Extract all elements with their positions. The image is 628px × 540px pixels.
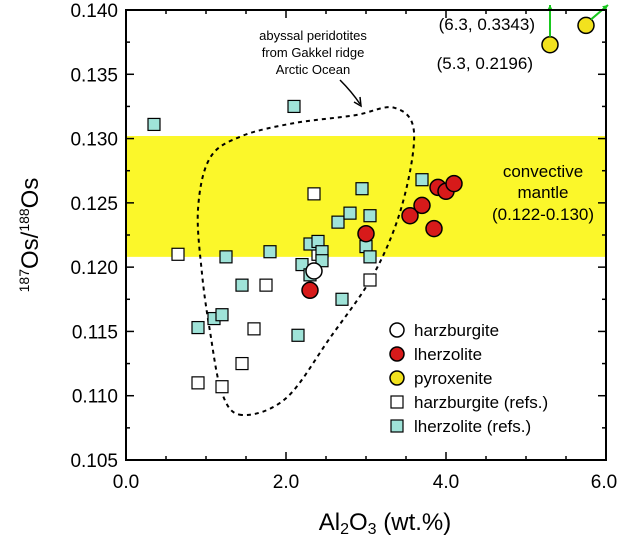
point-lherzolite-refs	[315, 254, 329, 268]
annotation-label: (5.3, 0.2196)	[437, 54, 533, 73]
legend-label: harzburgite (refs.)	[414, 393, 548, 412]
point-lherzolite-refs	[331, 215, 345, 229]
x-tick-label: 0.0	[113, 472, 139, 493]
point-pyroxenite	[577, 16, 595, 35]
x-tick-label: 4.0	[433, 472, 459, 493]
point-lherzolite	[401, 206, 419, 225]
field-label: abyssal peridotites from Gakkel ridge Ar…	[259, 28, 367, 77]
y-tick-label: 0.110	[72, 387, 118, 408]
point-lherzolite-refs	[191, 320, 205, 335]
annotation-label: (6.3, 0.3343)	[439, 15, 535, 34]
point-harzburgite-refs	[171, 247, 185, 261]
legend-marker-lherzolite	[389, 346, 405, 362]
legend: harzburgite lherzolite pyroxenite harzbu…	[389, 321, 548, 436]
x-axis-title: Al2O3 (wt.%)	[319, 509, 452, 538]
legend-marker-harzburgite	[389, 322, 405, 338]
legend-marker-lherzolite-refs	[390, 419, 404, 433]
point-harzburgite-refs	[259, 278, 273, 292]
point-harzburgite-refs	[247, 322, 261, 336]
point-harzburgite	[305, 262, 323, 280]
point-lherzolite-refs	[291, 328, 305, 342]
point-lherzolite-refs	[219, 250, 233, 264]
x-tick-labels: 0.0 2.0 4.0 6.0	[113, 472, 617, 493]
offscale-arrow-head	[602, 5, 608, 11]
point-lherzolite	[445, 174, 463, 193]
point-harzburgite-refs	[191, 376, 205, 390]
y-axis-title: 187Os/188Os	[16, 178, 44, 293]
y-tick-labels: 0.105 0.110 0.115 0.120 0.125 0.130 0.13…	[70, 1, 118, 472]
point-harzburgite-refs	[363, 273, 377, 287]
point-harzburgite-refs	[215, 380, 229, 394]
y-tick-label: 0.125	[70, 194, 118, 215]
gakkel-ridge-field-outline	[196, 106, 416, 417]
legend-label: lherzolite	[414, 345, 482, 364]
point-harzburgite-refs	[235, 356, 249, 371]
band-label-line: convective	[503, 162, 583, 181]
point-lherzolite-refs	[215, 308, 229, 322]
legend-label: pyroxenite	[414, 369, 492, 388]
point-lherzolite-refs	[363, 209, 377, 223]
legend-label: harzburgite	[414, 321, 499, 340]
point-pyroxenite	[541, 35, 559, 54]
point-lherzolite-refs	[263, 245, 277, 259]
point-lherzolite-refs	[343, 206, 357, 220]
y-tick-label: 0.140	[70, 1, 118, 22]
field-label-line: abyssal peridotites	[259, 28, 367, 43]
point-lherzolite-refs	[295, 257, 309, 272]
point-lherzolite	[425, 219, 443, 238]
point-lherzolite	[357, 224, 375, 243]
band-label-line: (0.122-0.130)	[492, 205, 594, 224]
x-tick-label: 6.0	[591, 472, 617, 493]
offscale-arrow-head	[547, 5, 553, 11]
band-label-line: mantle	[517, 183, 568, 202]
point-lherzolite-refs	[363, 250, 377, 264]
y-tick-label: 0.130	[70, 130, 118, 151]
point-lherzolite-refs	[415, 173, 429, 187]
y-tick-label: 0.135	[70, 65, 118, 86]
point-lherzolite	[413, 196, 431, 215]
point-lherzolite	[301, 281, 319, 300]
field-label-line: Arctic Ocean	[276, 62, 350, 77]
point-lherzolite-refs	[355, 182, 369, 196]
axis-ticks	[125, 9, 607, 461]
legend-label: lherzolite (refs.)	[414, 417, 531, 436]
field-label-line: from Gakkel ridge	[262, 45, 365, 60]
point-lherzolite-refs	[335, 292, 349, 306]
point-lherzolite-refs	[235, 278, 249, 292]
legend-marker-harzburgite-refs	[390, 395, 404, 409]
y-tick-label: 0.120	[70, 258, 118, 279]
point-lherzolite-refs	[287, 99, 301, 114]
field-label-leader	[339, 79, 361, 105]
field-label-arrowhead	[353, 96, 362, 108]
y-tick-label: 0.115	[72, 322, 118, 343]
band-label: convective mantle (0.122-0.130)	[492, 162, 594, 224]
data-marks	[147, 16, 595, 394]
x-tick-label: 2.0	[273, 472, 299, 493]
point-harzburgite-refs	[307, 187, 321, 201]
point-lherzolite-refs	[147, 117, 161, 132]
legend-marker-pyroxenite	[389, 370, 405, 386]
y-tick-label: 0.105	[70, 451, 118, 472]
